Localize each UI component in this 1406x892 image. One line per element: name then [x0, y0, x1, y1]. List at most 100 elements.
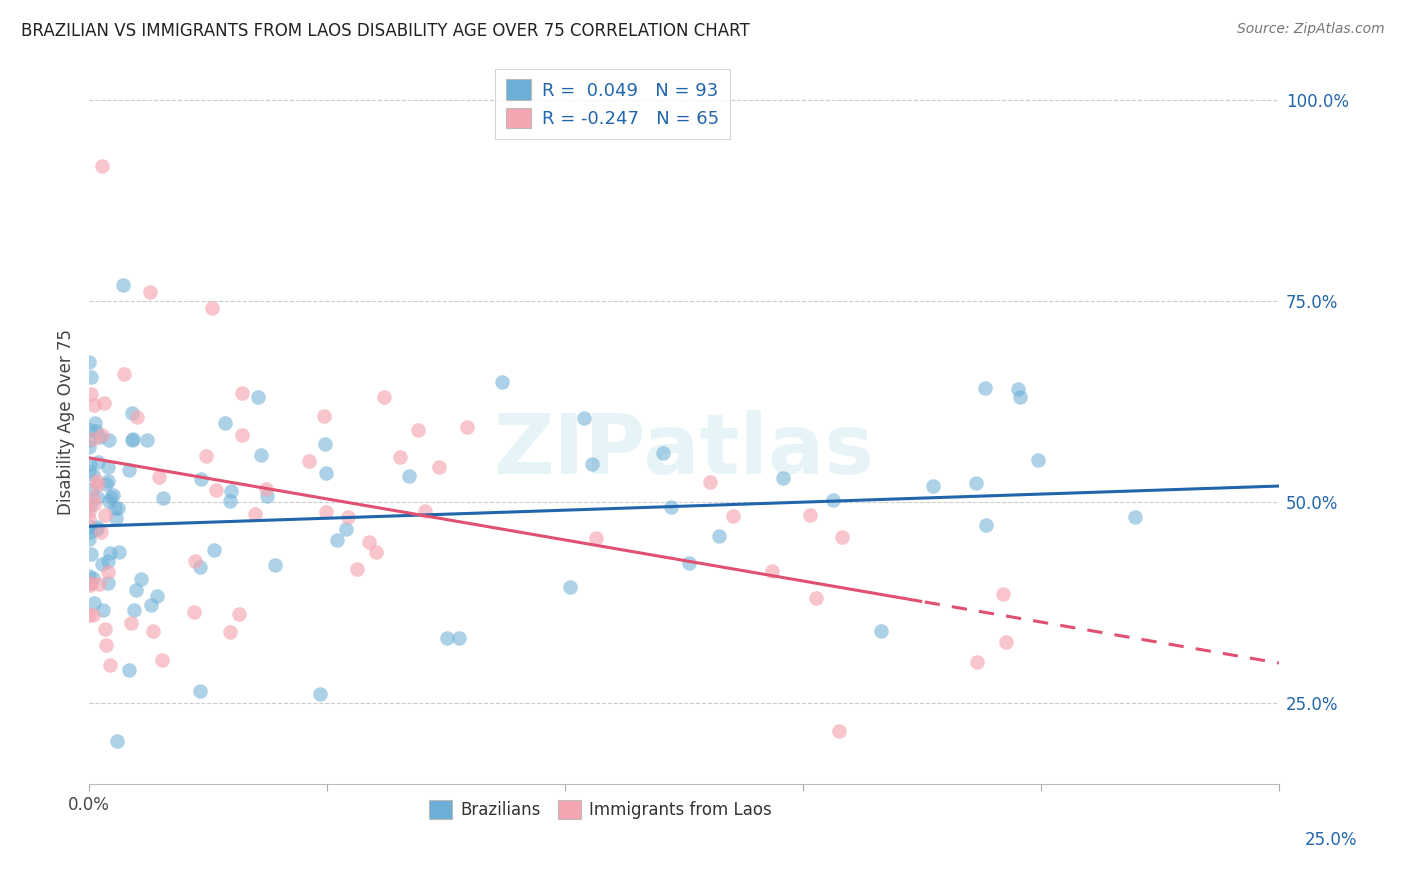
Point	[112, 367, 135, 381]
Point	[228, 607, 250, 621]
Point	[108, 545, 131, 559]
Point	[100, 490, 122, 504]
Point	[761, 564, 783, 578]
Point	[136, 433, 159, 447]
Point	[336, 510, 359, 524]
Point	[148, 470, 170, 484]
Point	[77, 532, 100, 546]
Point	[831, 530, 853, 544]
Point	[1026, 453, 1049, 467]
Point	[107, 501, 129, 516]
Point	[142, 624, 165, 638]
Point	[97, 433, 120, 447]
Point	[82, 467, 104, 482]
Point	[572, 411, 595, 425]
Point	[97, 494, 120, 508]
Point	[104, 501, 127, 516]
Text: Source: ZipAtlas.com: Source: ZipAtlas.com	[1237, 22, 1385, 37]
Point	[364, 545, 387, 559]
Point	[124, 603, 146, 617]
Point	[97, 565, 120, 579]
Point	[456, 419, 478, 434]
Point	[83, 596, 105, 610]
Point	[86, 478, 108, 492]
Point	[83, 397, 105, 411]
Point	[585, 531, 607, 545]
Point	[77, 355, 100, 369]
Point	[398, 468, 420, 483]
Point	[389, 450, 412, 464]
Point	[256, 489, 278, 503]
Point	[709, 529, 731, 543]
Point	[491, 376, 513, 390]
Point	[138, 285, 160, 300]
Point	[118, 463, 141, 477]
Point	[98, 546, 121, 560]
Point	[80, 387, 103, 401]
Point	[86, 491, 108, 505]
Point	[231, 428, 253, 442]
Point	[77, 440, 100, 454]
Text: 25.0%: 25.0%	[1305, 831, 1357, 849]
Point	[79, 423, 101, 437]
Point	[87, 577, 110, 591]
Point	[93, 602, 115, 616]
Point	[86, 522, 108, 536]
Point	[146, 589, 169, 603]
Point	[828, 724, 851, 739]
Point	[723, 508, 745, 523]
Point	[326, 533, 349, 547]
Point	[413, 504, 436, 518]
Legend: Brazilians, Immigrants from Laos: Brazilians, Immigrants from Laos	[422, 794, 779, 826]
Point	[245, 508, 267, 522]
Point	[79, 457, 101, 471]
Point	[184, 554, 207, 568]
Point	[87, 455, 110, 469]
Point	[201, 301, 224, 316]
Point	[560, 580, 582, 594]
Point	[90, 159, 112, 173]
Point	[188, 684, 211, 698]
Point	[581, 457, 603, 471]
Point	[100, 657, 122, 672]
Point	[335, 522, 357, 536]
Point	[974, 381, 997, 395]
Point	[218, 493, 240, 508]
Point	[79, 576, 101, 591]
Point	[104, 511, 127, 525]
Point	[77, 511, 100, 525]
Point	[315, 466, 337, 480]
Point	[250, 448, 273, 462]
Point	[125, 410, 148, 425]
Point	[994, 634, 1017, 648]
Point	[678, 557, 700, 571]
Point	[94, 508, 117, 523]
Point	[77, 464, 100, 478]
Point	[79, 575, 101, 590]
Point	[183, 605, 205, 619]
Point	[91, 557, 114, 571]
Point	[219, 625, 242, 640]
Point	[373, 390, 395, 404]
Point	[195, 449, 218, 463]
Point	[254, 482, 277, 496]
Point	[82, 608, 104, 623]
Point	[204, 483, 226, 498]
Point	[1007, 382, 1029, 396]
Point	[150, 653, 173, 667]
Point	[346, 562, 368, 576]
Point	[86, 424, 108, 438]
Point	[105, 734, 128, 748]
Point	[314, 436, 336, 450]
Point	[139, 598, 162, 612]
Y-axis label: Disability Age Over 75: Disability Age Over 75	[58, 328, 75, 515]
Point	[97, 554, 120, 568]
Point	[122, 432, 145, 446]
Point	[309, 687, 332, 701]
Point	[659, 500, 682, 515]
Point	[77, 504, 100, 518]
Point	[1010, 390, 1032, 404]
Point	[94, 638, 117, 652]
Point	[82, 491, 104, 505]
Point	[89, 430, 111, 444]
